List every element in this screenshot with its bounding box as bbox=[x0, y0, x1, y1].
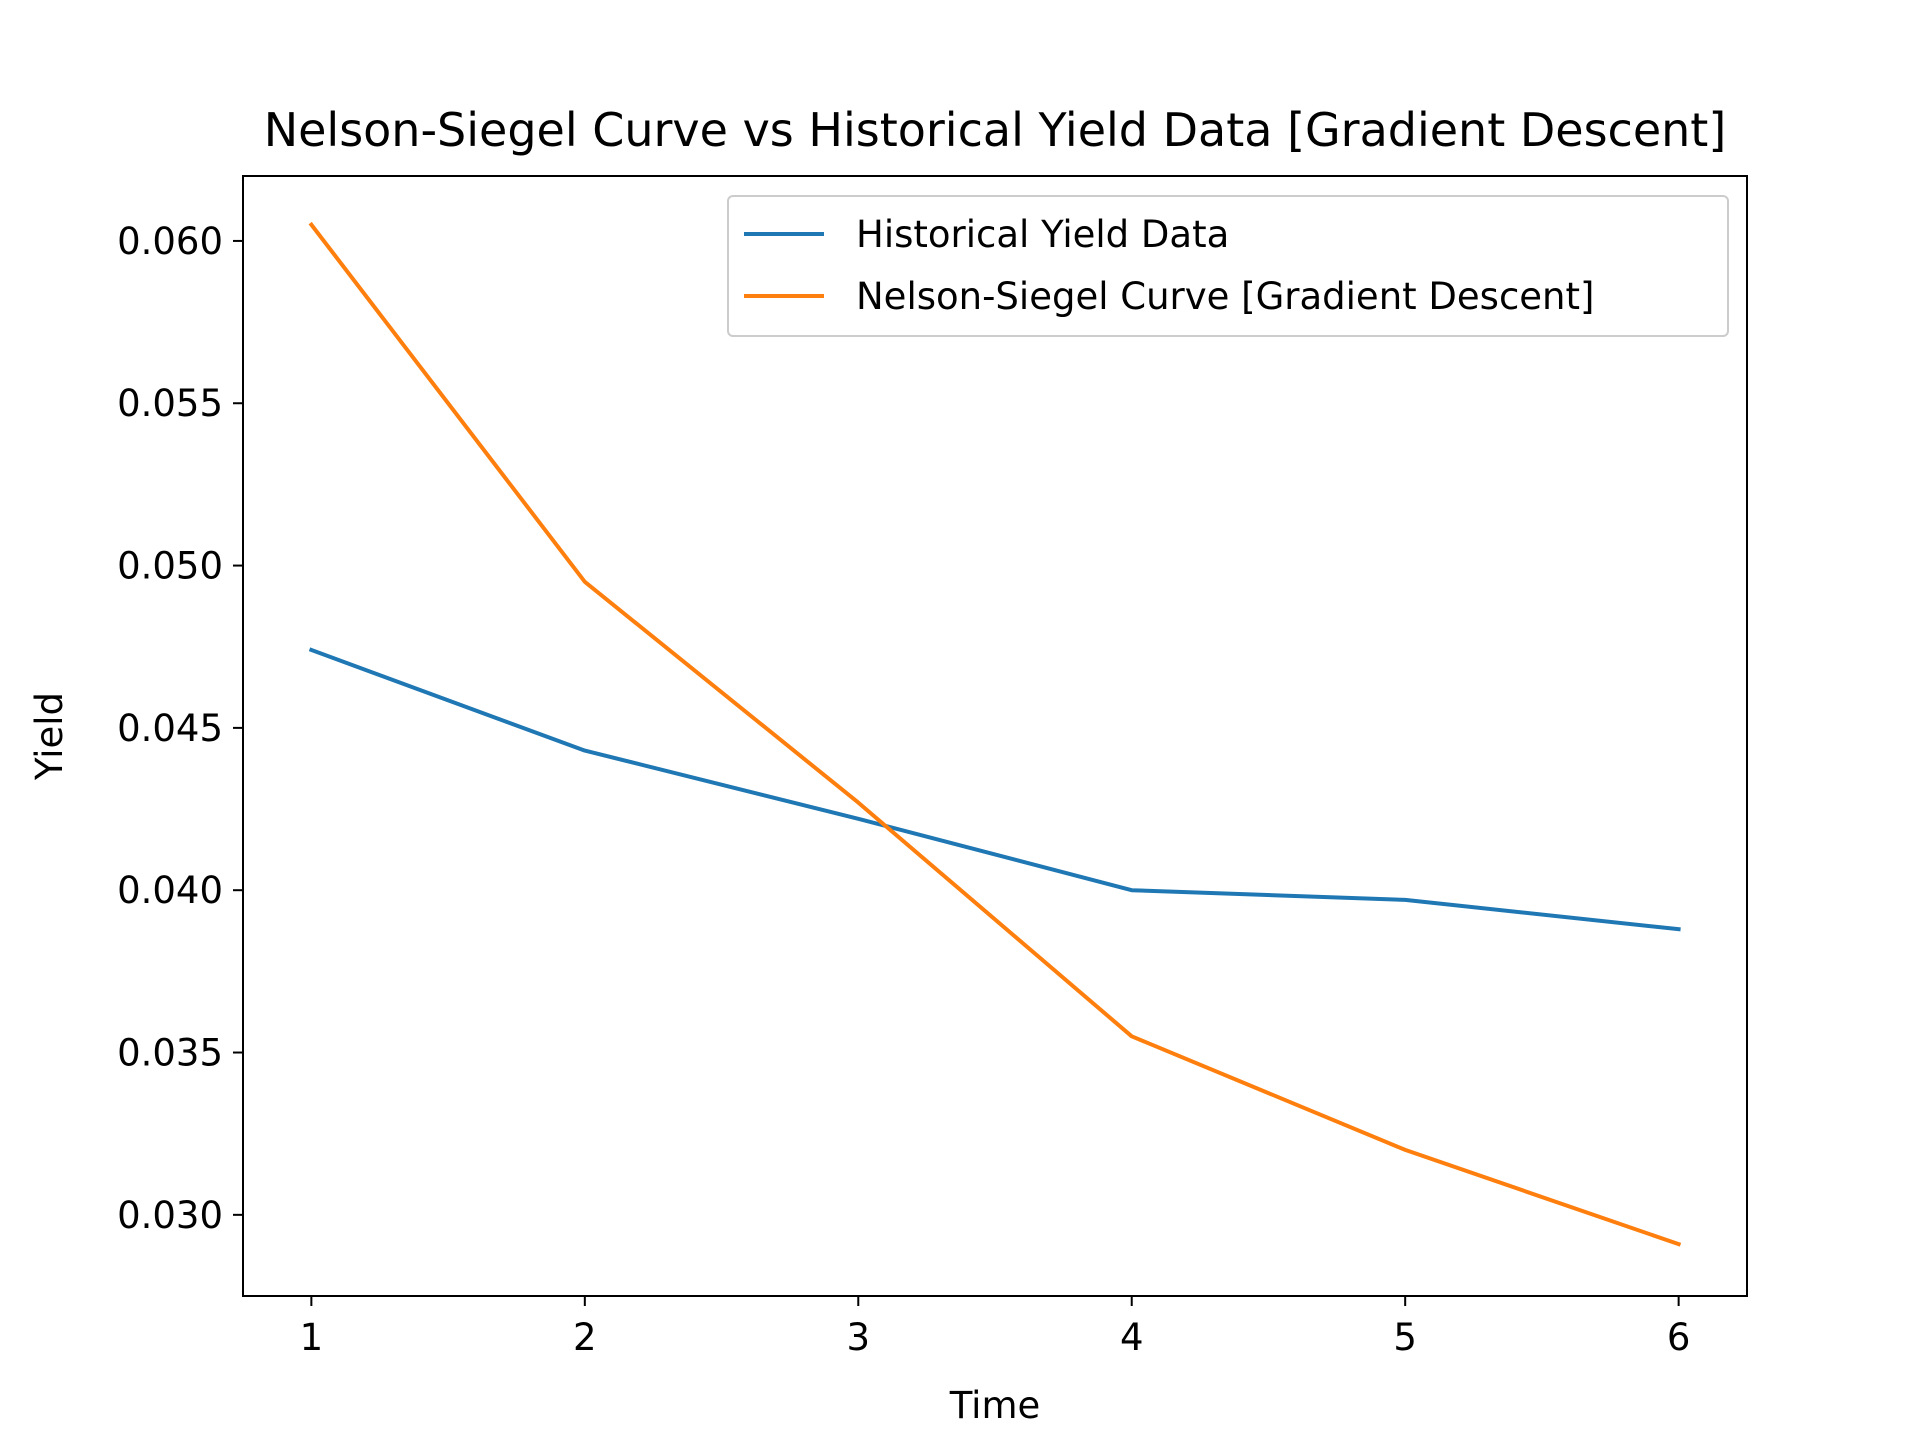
x-tick-label: 6 bbox=[1667, 1316, 1691, 1359]
x-axis: 1 2 3 4 5 6 bbox=[300, 1296, 1691, 1359]
y-tick-label: 0.045 bbox=[117, 707, 223, 750]
y-tick-label: 0.035 bbox=[117, 1032, 223, 1075]
x-tick-label: 2 bbox=[573, 1316, 597, 1359]
y-tick-label: 0.050 bbox=[117, 545, 223, 588]
legend-entry: Nelson-Siegel Curve [Gradient Descent] bbox=[856, 275, 1594, 318]
legend-entry: Historical Yield Data bbox=[856, 213, 1229, 256]
y-tick-label: 0.060 bbox=[117, 220, 223, 263]
legend: Historical Yield Data Nelson-Siegel Curve… bbox=[727, 195, 1729, 337]
x-tick-label: 4 bbox=[1120, 1316, 1144, 1359]
series-line-1 bbox=[308, 647, 1681, 932]
x-tick-label: 1 bbox=[300, 1316, 324, 1359]
series-layer bbox=[308, 221, 1682, 1247]
legend-box bbox=[727, 195, 1729, 337]
y-axis-label: Yield bbox=[28, 692, 71, 781]
x-tick-label: 3 bbox=[846, 1316, 870, 1359]
plot-frame bbox=[242, 175, 1748, 1297]
series-line-2 bbox=[308, 221, 1682, 1247]
x-tick-label: 5 bbox=[1393, 1316, 1417, 1359]
chart-title: Nelson-Siegel Curve vs Historical Yield … bbox=[264, 103, 1727, 157]
y-tick-label: 0.040 bbox=[117, 869, 223, 912]
y-tick-label: 0.055 bbox=[117, 382, 223, 425]
y-tick-label: 0.030 bbox=[117, 1194, 223, 1237]
x-axis-label: Time bbox=[949, 1384, 1041, 1427]
y-axis: 0.030 0.035 0.040 0.045 0.050 0.055 0.060 bbox=[117, 220, 243, 1237]
